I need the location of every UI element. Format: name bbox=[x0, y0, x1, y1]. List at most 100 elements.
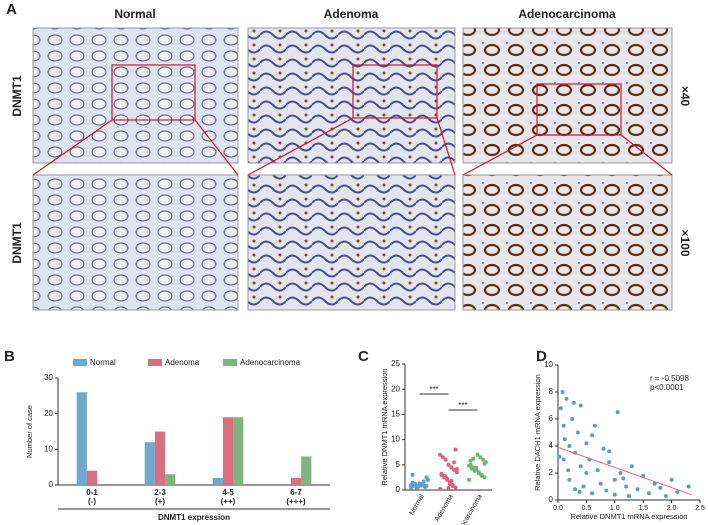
point bbox=[590, 491, 595, 496]
point bbox=[621, 476, 626, 481]
y-tick-label: 10 bbox=[391, 435, 400, 444]
x-tick-sublabel: (+) bbox=[155, 497, 165, 506]
point bbox=[612, 492, 617, 497]
micrograph bbox=[32, 27, 239, 164]
point bbox=[410, 472, 415, 477]
point bbox=[421, 479, 426, 484]
point bbox=[454, 466, 459, 471]
x-tick-label: 1.0 bbox=[610, 505, 620, 512]
point bbox=[438, 452, 443, 457]
point bbox=[467, 477, 472, 482]
point bbox=[447, 481, 452, 486]
y-axis-label: Relative DACH1 mRNA expression bbox=[533, 374, 542, 491]
point bbox=[472, 468, 477, 473]
micrograph bbox=[32, 174, 239, 311]
legend-label: Adenoma bbox=[165, 358, 200, 367]
point bbox=[454, 470, 459, 475]
point bbox=[467, 463, 472, 468]
point bbox=[482, 461, 487, 466]
magnification: ×40 bbox=[678, 86, 692, 107]
point bbox=[561, 457, 566, 462]
point bbox=[592, 423, 597, 428]
y-tick-label: 20 bbox=[44, 409, 53, 418]
panel-label: D bbox=[536, 348, 547, 365]
point bbox=[450, 483, 455, 488]
point bbox=[658, 485, 663, 490]
y-tick-label: 6 bbox=[549, 414, 554, 423]
micrograph bbox=[462, 174, 673, 311]
annotation: p<0.0001 bbox=[650, 383, 684, 392]
y-tick-label: 2 bbox=[549, 468, 554, 477]
point bbox=[453, 447, 458, 452]
point bbox=[584, 441, 589, 446]
point bbox=[629, 464, 634, 469]
point bbox=[624, 484, 629, 489]
point bbox=[635, 487, 640, 492]
x-tick-sublabel: (-) bbox=[88, 497, 96, 506]
y-tick-label: 0 bbox=[49, 480, 54, 489]
column-header: Adenocarcinoma bbox=[518, 7, 616, 21]
y-tick-label: 20 bbox=[391, 384, 400, 393]
point bbox=[578, 464, 583, 469]
x-tick-label: 0-1 bbox=[86, 488, 98, 497]
legend-swatch bbox=[148, 359, 162, 366]
y-tick-label: 8 bbox=[549, 387, 554, 396]
x-tick-label: 6-7 bbox=[290, 488, 302, 497]
point bbox=[601, 446, 606, 451]
micrograph bbox=[247, 174, 456, 311]
y-tick-label: 0 bbox=[549, 495, 554, 504]
point bbox=[423, 484, 428, 489]
point bbox=[604, 488, 609, 493]
magnification: ×100 bbox=[678, 229, 692, 256]
y-tick-label: 10 bbox=[44, 444, 53, 453]
point bbox=[468, 458, 473, 463]
point bbox=[646, 491, 651, 496]
point bbox=[612, 477, 617, 482]
point bbox=[564, 396, 569, 401]
x-tick-label: 2.0 bbox=[667, 505, 677, 512]
point bbox=[570, 417, 575, 421]
bar bbox=[301, 456, 312, 485]
bar bbox=[86, 470, 98, 485]
x-tick-sublabel: (+++) bbox=[286, 497, 306, 506]
point bbox=[449, 478, 454, 483]
point bbox=[566, 468, 571, 473]
micrograph bbox=[247, 27, 456, 164]
bar bbox=[222, 417, 234, 485]
x-axis-label: DNMT1 expression bbox=[158, 513, 230, 522]
point bbox=[598, 481, 603, 486]
point bbox=[424, 475, 429, 480]
point bbox=[449, 465, 454, 470]
annotation: *** bbox=[429, 385, 438, 394]
bar bbox=[154, 431, 166, 485]
point bbox=[578, 403, 583, 408]
annotation: r = -0.5098 bbox=[650, 374, 689, 383]
row-label: DNMT1 bbox=[10, 222, 24, 264]
bar bbox=[144, 442, 155, 485]
point bbox=[562, 437, 567, 442]
bar bbox=[212, 477, 223, 485]
point bbox=[475, 452, 480, 457]
point bbox=[409, 482, 414, 487]
bar bbox=[165, 474, 176, 485]
legend-label: Adenocarcinoma bbox=[240, 358, 301, 367]
x-tick-label: 2-3 bbox=[154, 488, 166, 497]
point bbox=[669, 477, 674, 482]
y-tick-label: 10 bbox=[544, 360, 553, 369]
point bbox=[443, 457, 448, 462]
point bbox=[675, 489, 680, 494]
point bbox=[561, 423, 566, 428]
point bbox=[567, 444, 572, 448]
x-tick-label: 2.5 bbox=[695, 505, 705, 512]
point bbox=[577, 489, 582, 494]
point bbox=[443, 474, 448, 479]
x-axis-label: Relative DNMT1 mRNA expression bbox=[570, 512, 687, 521]
bar bbox=[290, 477, 302, 485]
point bbox=[575, 430, 580, 435]
point bbox=[581, 484, 586, 489]
y-tick-label: 0 bbox=[396, 485, 401, 494]
legend-label: Normal bbox=[90, 358, 116, 367]
point bbox=[476, 471, 481, 476]
y-tick-label: 25 bbox=[391, 359, 400, 368]
point bbox=[478, 455, 483, 460]
